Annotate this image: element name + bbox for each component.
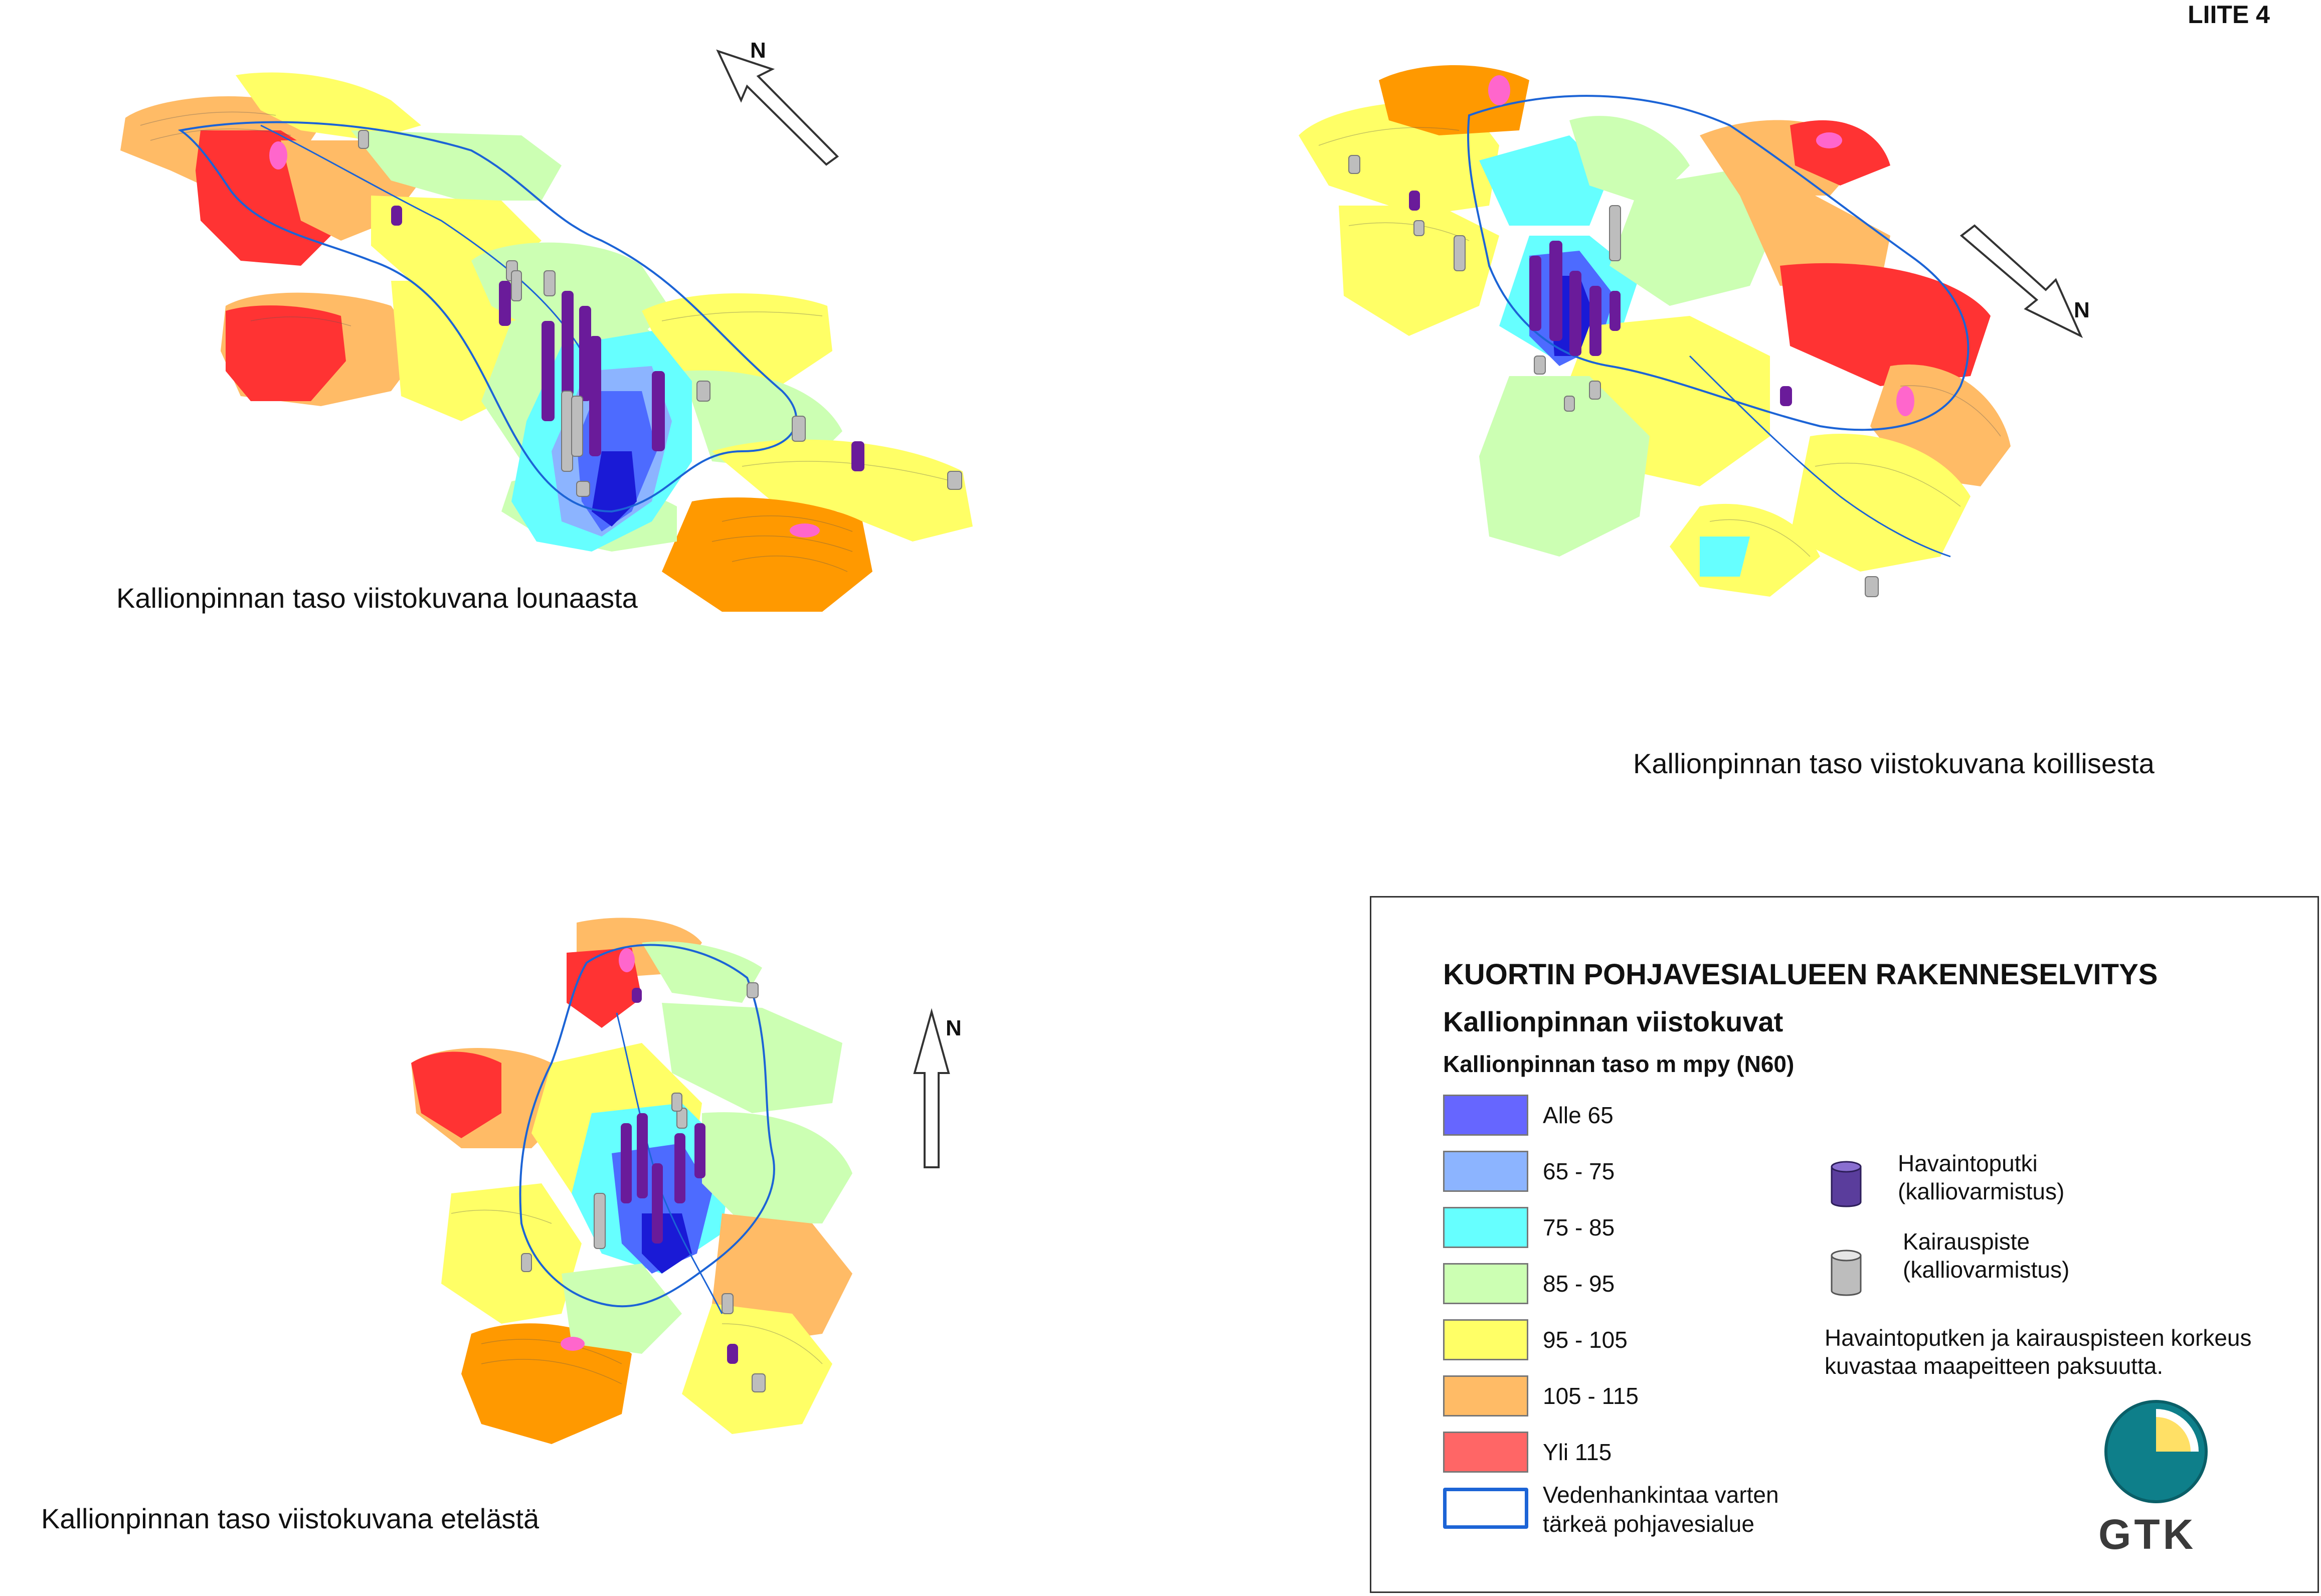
legend-label-groundwater-area-1: Vedenhankintaa varten [1543, 1482, 1779, 1508]
caption-northeast: Kallionpinnan taso viistokuvana koillise… [1633, 748, 2155, 779]
oblique-map-south [411, 918, 852, 1444]
legend-label-85-95: 85 - 95 [1543, 1271, 1615, 1297]
legend-swatch-105-115 [1443, 1375, 1528, 1416]
north-arrow-south [913, 1008, 950, 1168]
legend-note-line-2: kuvastaa maapeitteen paksuutta. [1825, 1353, 2164, 1379]
sheet-label: LIITE 4 [2188, 1, 2270, 29]
legend-swatch-groundwater-area [1443, 1488, 1528, 1529]
north-arrow-southwest [716, 49, 839, 166]
legend-label-105-115: 105 - 115 [1543, 1383, 1639, 1409]
legend-panel: KUORTIN POHJAVESIALUEEN RAKENNESELVITYS … [1370, 896, 2319, 1593]
legend-swatch-alle-65 [1443, 1095, 1528, 1136]
north-label-south: N [946, 1016, 962, 1040]
legend-label-65-75: 65 - 75 [1543, 1158, 1615, 1184]
north-label-southwest: N [750, 38, 766, 63]
caption-southwest: Kallionpinnan taso viistokuvana lounaast… [116, 582, 638, 614]
gtk-logo-text: GTK [2098, 1511, 2197, 1558]
legend-label-drilling-point-1: Kairauspiste [1903, 1228, 2030, 1255]
legend-swatch-95-105 [1443, 1319, 1528, 1360]
legend-swatch-yli-115 [1443, 1432, 1528, 1473]
legend-title: KUORTIN POHJAVESIALUEEN RAKENNESELVITYS [1443, 958, 2158, 991]
legend-subtitle: Kallionpinnan viistokuvat [1443, 1006, 1783, 1037]
oblique-map-northeast [1299, 65, 2011, 597]
legend-label-alle-65: Alle 65 [1543, 1102, 1614, 1128]
legend-label-yli-115: Yli 115 [1543, 1439, 1612, 1465]
north-arrow-northeast [1959, 224, 2083, 338]
legend-label-95-105: 95 - 105 [1543, 1327, 1628, 1353]
legend-note-line-1: Havaintoputken ja kairauspisteen korkeus [1825, 1325, 2252, 1351]
legend-label-groundwater-area-2: tärkeä pohjavesialue [1543, 1511, 1754, 1537]
legend-label-75-85: 75 - 85 [1543, 1214, 1615, 1240]
oblique-map-southwest [120, 72, 973, 612]
north-label-northeast: N [2074, 298, 2090, 322]
legend-swatch-65-75 [1443, 1151, 1528, 1192]
legend-label-observation-well-2: (kalliovarmistus) [1898, 1178, 2065, 1204]
legend-label-drilling-point-2: (kalliovarmistus) [1903, 1257, 2070, 1283]
legend-label-observation-well-1: Havaintoputki [1898, 1150, 2038, 1176]
caption-south: Kallionpinnan taso viistokuvana etelästä [41, 1503, 540, 1534]
grey-cylinder-icon [1831, 1250, 1862, 1296]
legend-swatch-75-85 [1443, 1207, 1528, 1248]
gtk-logo-icon [2104, 1400, 2208, 1503]
purple-cylinder-icon [1831, 1161, 1862, 1207]
legend-swatch-85-95 [1443, 1263, 1528, 1304]
legend-unit-title: Kallionpinnan taso m mpy (N60) [1443, 1051, 1795, 1077]
